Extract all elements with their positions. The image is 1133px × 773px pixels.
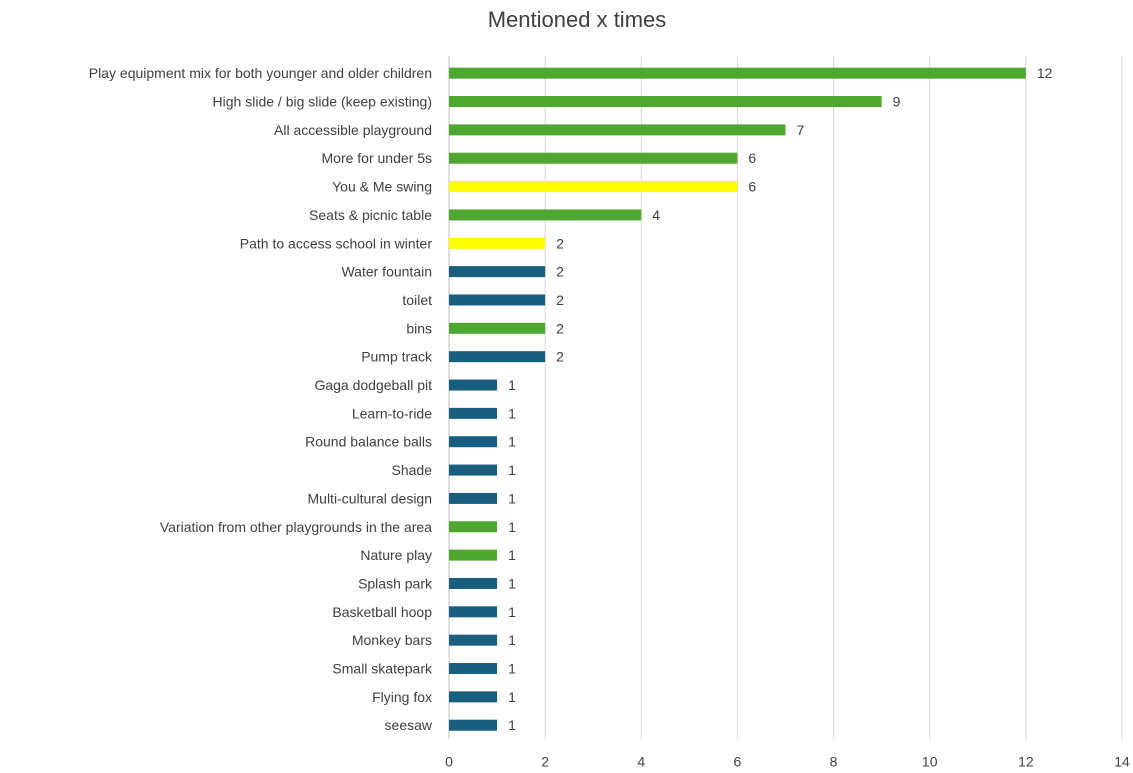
category-label: Learn-to-ride xyxy=(352,405,432,421)
bar xyxy=(449,577,498,589)
data-label: 1 xyxy=(508,519,516,535)
x-tick-label: 0 xyxy=(445,753,453,769)
category-label: All accessible playground xyxy=(274,122,432,138)
data-label: 1 xyxy=(508,547,516,563)
x-tick-label: 4 xyxy=(637,753,645,769)
data-label: 12 xyxy=(1037,65,1053,81)
x-tick-label: 6 xyxy=(734,753,742,769)
data-label: 1 xyxy=(508,462,516,478)
x-tick-label: 12 xyxy=(1018,753,1034,769)
data-label: 1 xyxy=(508,490,516,506)
data-label: 1 xyxy=(508,405,516,421)
ticks-layer: 0 2 4 6 8 10 12 14 xyxy=(445,753,1130,769)
data-label: 1 xyxy=(508,632,516,648)
bar xyxy=(449,663,498,675)
bar xyxy=(449,351,546,363)
bar xyxy=(449,294,546,306)
bar xyxy=(449,407,498,419)
bar xyxy=(449,152,738,164)
category-label: toilet xyxy=(402,292,432,308)
x-tick-label: 14 xyxy=(1114,753,1130,769)
category-label: Path to access school in winter xyxy=(240,235,433,251)
data-label: 1 xyxy=(508,717,516,733)
bar xyxy=(449,606,498,618)
category-label: Splash park xyxy=(358,575,433,591)
category-label: seesaw xyxy=(385,717,433,733)
data-label: 1 xyxy=(508,689,516,705)
data-label: 4 xyxy=(652,207,660,223)
category-label: Monkey bars xyxy=(352,632,432,648)
category-label: You & Me swing xyxy=(332,179,432,195)
data-label: 2 xyxy=(556,235,564,251)
bar xyxy=(449,209,642,221)
bar xyxy=(449,96,882,108)
bar xyxy=(449,181,738,193)
bar xyxy=(449,237,546,249)
data-label: 1 xyxy=(508,604,516,620)
bar xyxy=(449,436,498,448)
category-label: Small skatepark xyxy=(332,661,433,677)
category-label: Nature play xyxy=(360,547,432,563)
data-label: 2 xyxy=(556,264,564,280)
bar xyxy=(449,634,498,646)
bar xyxy=(449,124,786,136)
category-label: High slide / big slide (keep existing) xyxy=(213,94,432,110)
category-label: Gaga dodgeball pit xyxy=(314,377,432,393)
category-label: Flying fox xyxy=(372,689,432,705)
category-label: Pump track xyxy=(361,349,433,365)
bar xyxy=(449,691,498,703)
data-label: 1 xyxy=(508,661,516,677)
category-label: Shade xyxy=(392,462,433,478)
data-label: 9 xyxy=(893,94,901,110)
chart-title: Mentioned x times xyxy=(488,7,667,32)
x-tick-label: 2 xyxy=(541,753,549,769)
bar xyxy=(449,719,498,731)
data-label: 2 xyxy=(556,292,564,308)
category-label: Basketball hoop xyxy=(332,604,432,620)
data-label: 1 xyxy=(508,377,516,393)
category-label: Seats & picnic table xyxy=(309,207,432,223)
category-label: Multi-cultural design xyxy=(308,490,433,506)
bar xyxy=(449,322,546,334)
bar xyxy=(449,464,498,476)
data-label: 1 xyxy=(508,575,516,591)
data-label: 2 xyxy=(556,320,564,336)
bar xyxy=(449,492,498,504)
grid-layer xyxy=(448,56,1123,740)
data-label: 6 xyxy=(748,150,756,166)
bar xyxy=(449,549,498,561)
data-label: 6 xyxy=(748,179,756,195)
bar xyxy=(449,67,1026,79)
category-label: Water fountain xyxy=(341,264,432,280)
bar xyxy=(449,266,546,278)
data-label: 1 xyxy=(508,434,516,450)
labels-layer: Play equipment mix for both younger and … xyxy=(89,65,1053,733)
category-label: Round balance balls xyxy=(305,434,432,450)
category-label: Play equipment mix for both younger and … xyxy=(89,65,432,81)
bar xyxy=(449,521,498,533)
category-label: bins xyxy=(406,320,432,336)
bar xyxy=(449,379,498,391)
category-label: Variation from other playgrounds in the … xyxy=(160,519,432,535)
x-tick-label: 8 xyxy=(830,753,838,769)
data-label: 7 xyxy=(797,122,805,138)
bars-layer xyxy=(449,67,1026,731)
x-tick-label: 10 xyxy=(922,753,938,769)
data-label: 2 xyxy=(556,349,564,365)
category-label: More for under 5s xyxy=(322,150,433,166)
